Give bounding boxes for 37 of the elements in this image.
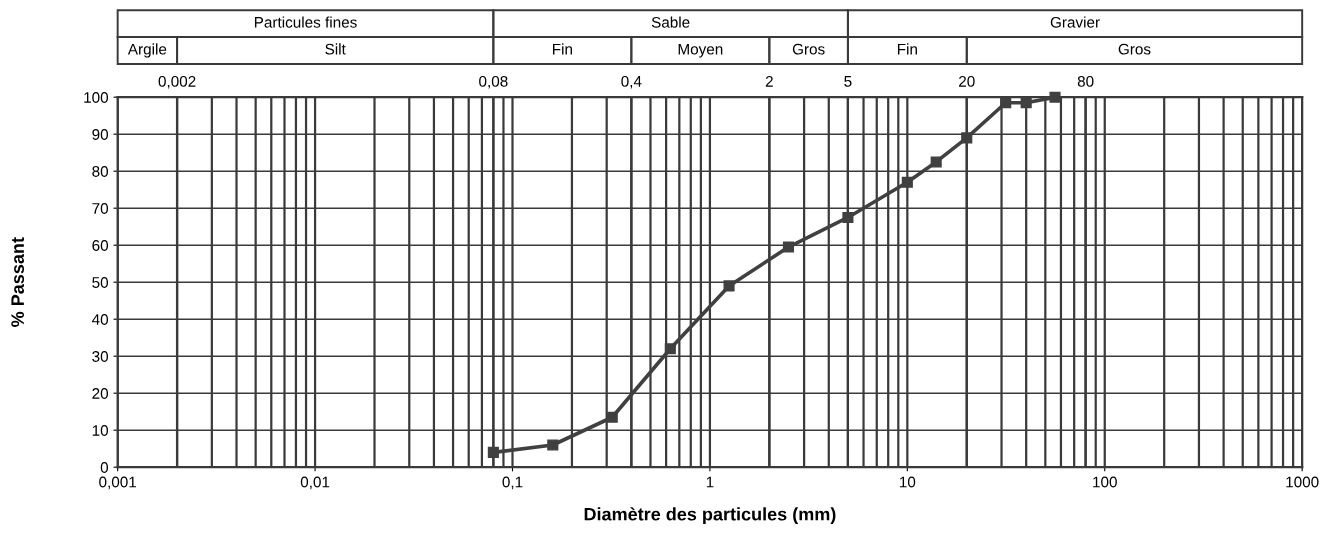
x-tick-label: 0,1 (502, 476, 523, 490)
y-tick-label: 80 (92, 166, 109, 177)
text: Fin (897, 43, 917, 55)
text: Gros (1118, 43, 1151, 55)
x-tick-label: 0,001 (99, 476, 137, 490)
y-tick-label: 60 (92, 240, 109, 251)
ref-line-label: 2 (765, 75, 773, 87)
ref-line-label: 0,08 (479, 75, 508, 89)
ref-line-label: 80 (1077, 75, 1094, 87)
x-tick-label: 10 (900, 476, 916, 488)
y-tick-label: 100 (84, 92, 109, 103)
text: Moyen (678, 43, 723, 58)
ref-line-label: 0,002 (158, 75, 196, 89)
text: Particules fines (254, 16, 357, 28)
text: Argile (127, 43, 167, 58)
x-tick-label: 0,01 (300, 476, 330, 490)
ref-line-label: 20 (959, 75, 975, 87)
x-axis-title: Diamètre des particules (mm) (584, 507, 836, 525)
x-tick-label: 1 (706, 476, 714, 488)
text: Gros (792, 43, 825, 55)
ref-line-label: 0,4 (621, 75, 642, 89)
text: Sable (651, 16, 690, 28)
y-tick-label: 20 (92, 388, 109, 399)
text: Gravier (1050, 16, 1100, 28)
y-axis-title: % Passant (11, 237, 25, 327)
x-tick-label: 1000 (1286, 476, 1319, 488)
y-tick-label: 10 (92, 425, 109, 436)
y-tick-label: 70 (92, 203, 109, 214)
y-tick-label: 0 (100, 462, 109, 473)
y-tick-label: 50 (92, 277, 109, 288)
x-tick-label: 100 (1093, 476, 1117, 488)
y-tick-label: 40 (91, 314, 109, 325)
text: Fin (553, 43, 572, 55)
y-tick-label: 90 (92, 129, 109, 140)
text: Silt (325, 43, 346, 55)
ref-line-label: 5 (844, 76, 852, 87)
y-tick-label: 30 (92, 351, 109, 362)
